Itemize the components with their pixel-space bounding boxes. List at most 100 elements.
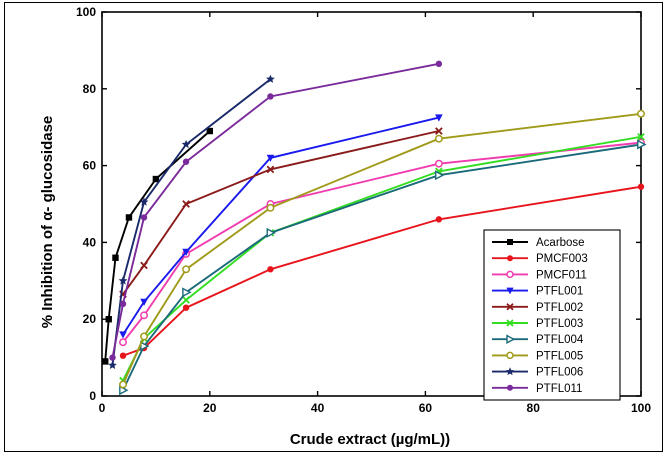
data-point [182,296,190,304]
data-point [435,60,443,68]
data-point [206,127,213,135]
data-point [119,338,127,347]
data-point [637,183,645,190]
legend-item: PTFL003 [492,318,583,330]
data-point [119,331,127,339]
data-point [119,300,127,308]
data-point [435,114,443,122]
series-layer [102,60,647,396]
data-point [506,303,514,311]
data-point [139,197,149,206]
data-point [434,134,443,143]
legend-item: PTFL002 [492,302,583,314]
x-tick-label: 60 [419,401,433,415]
legend-item: PMCF003 [492,253,588,265]
y-tick-label: 0 [89,389,96,403]
y-tick-label: 20 [83,312,97,326]
data-point [140,261,148,270]
figure-frame [4,2,663,452]
series-acarbose [102,127,213,365]
legend-label: PMCF003 [536,253,588,265]
data-point [119,352,127,359]
data-point [505,367,515,376]
series-ptfl004 [119,139,647,396]
data-point [506,351,514,360]
legend-label: Acarbose [536,237,585,249]
data-point [637,132,645,141]
data-point [125,214,133,221]
legend-label: PTFL011 [536,383,582,395]
series-ptfl011 [109,60,443,361]
y-axis-label: % Inhibition of α- glucosidase [39,116,56,329]
series-line [104,130,211,362]
x-tick-label: 100 [631,401,651,415]
series-ptfl005 [119,109,645,389]
data-point [118,276,128,285]
series-line [122,112,642,385]
data-point [506,334,516,344]
data-point [506,287,514,295]
data-point [434,170,445,181]
series-line [122,143,642,391]
data-point [434,159,443,168]
legend-item: Acarbose [492,237,585,249]
data-point [108,360,117,369]
x-tick-label: 40 [311,401,325,415]
data-point [140,332,148,341]
data-point [102,358,109,365]
legend-label: PTFL003 [536,318,583,330]
series-ptfl006 [108,74,275,369]
data-point [267,93,274,100]
axes: 0 20 40 60 80 100 0 20 40 60 80 100 [76,5,651,415]
data-point [435,216,443,223]
data-point [266,227,276,238]
data-point [182,265,191,274]
data-point [507,255,513,262]
y-tick-label: 100 [76,5,96,19]
legend-label: PTFL006 [536,367,583,379]
x-tick-label: 20 [203,401,217,415]
y-tick-label: 60 [83,159,97,173]
series-line [111,62,440,358]
legend-label: PTFL004 [536,334,584,346]
data-point [182,200,190,208]
data-point [507,239,513,245]
data-point [266,154,275,162]
x-axis-label: Crude extract (µg/mL)) [290,431,450,448]
y-tick-label: 80 [83,82,97,96]
data-point [119,380,127,389]
data-point [152,175,160,183]
legend-label: PMCF011 [536,269,587,281]
data-point [435,127,443,135]
series-line [111,78,271,366]
y-tick-label: 40 [83,235,97,249]
data-point [140,298,148,306]
legend-item: PTFL006 [492,367,583,379]
data-point [140,311,148,320]
data-point [182,158,190,165]
data-point [267,266,274,273]
x-tick-label: 0 [99,401,106,415]
data-point [266,165,275,174]
data-point [507,384,513,391]
data-point [182,287,192,298]
series-line [122,141,642,343]
data-point [105,316,112,323]
data-point [112,254,119,261]
legend-item: PTFL004 [492,334,584,346]
plot-border [101,11,642,397]
legend-label: PTFL002 [536,302,583,314]
legend-item: PTFL005 [492,350,583,362]
legend-item: PTFL001 [492,286,583,298]
data-point [140,214,148,221]
x-tick-label: 80 [527,401,541,415]
data-point [182,248,190,256]
legend-label: PTFL005 [536,350,583,362]
legend-label: PTFL001 [536,286,583,298]
data-point [266,74,275,83]
legend-item: PMCF011 [492,269,587,281]
series-ptfl001 [119,114,443,339]
data-point [109,354,116,361]
legend: Acarbose PMCF003 PMCF011 PTFL001 PTFL002 PTFL… [483,229,621,401]
